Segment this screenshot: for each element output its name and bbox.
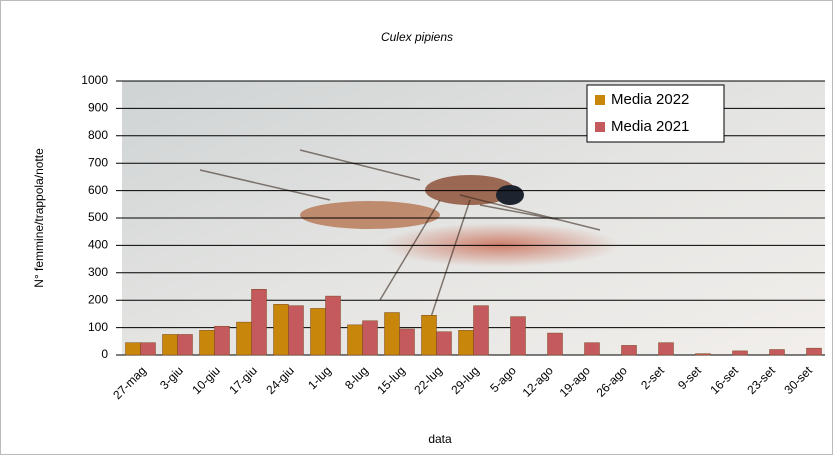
bar <box>140 342 156 356</box>
y-tick-label: 300 <box>88 265 108 279</box>
bar <box>584 342 600 356</box>
bar <box>125 342 141 356</box>
bar <box>621 345 637 356</box>
y-tick-label: 600 <box>88 183 108 197</box>
y-tick-label: 700 <box>88 155 108 169</box>
bar <box>362 320 378 356</box>
bar <box>695 353 711 356</box>
bar <box>732 350 748 356</box>
bar <box>177 334 193 356</box>
bar <box>199 330 215 356</box>
bar <box>399 328 415 356</box>
y-tick-label: 500 <box>88 210 108 224</box>
y-tick-label: 900 <box>88 101 108 115</box>
bar <box>547 332 563 356</box>
bar <box>384 312 400 356</box>
legend-label: Media 2022 <box>611 91 689 108</box>
legend-swatch <box>595 95 605 105</box>
bar <box>162 334 178 356</box>
y-tick-label: 1000 <box>81 73 108 87</box>
x-axis-label: data <box>428 432 452 446</box>
bar <box>510 316 526 356</box>
legend-box <box>586 84 725 143</box>
bar <box>421 315 437 356</box>
bar <box>806 347 822 356</box>
bar <box>473 305 489 356</box>
bar <box>236 321 252 356</box>
y-tick-label: 400 <box>88 238 108 252</box>
y-tick-label: 0 <box>101 347 108 361</box>
chart-title: Culex pipiens <box>381 30 453 44</box>
bar <box>347 324 363 356</box>
bar <box>310 308 326 356</box>
y-tick-label: 100 <box>88 320 108 334</box>
bar <box>436 331 452 356</box>
y-tick-label: 800 <box>88 128 108 142</box>
y-axis-label: N° femmine/trappola/notte <box>32 148 46 288</box>
bar <box>658 342 674 356</box>
bar <box>769 349 785 356</box>
bar <box>214 325 230 356</box>
bar <box>273 304 289 356</box>
bar <box>251 288 267 356</box>
legend-label: Media 2021 <box>611 118 689 135</box>
bar <box>458 330 474 356</box>
y-tick-label: 200 <box>88 292 108 306</box>
legend-swatch <box>595 122 605 132</box>
bar <box>325 295 341 356</box>
bar <box>288 305 304 356</box>
